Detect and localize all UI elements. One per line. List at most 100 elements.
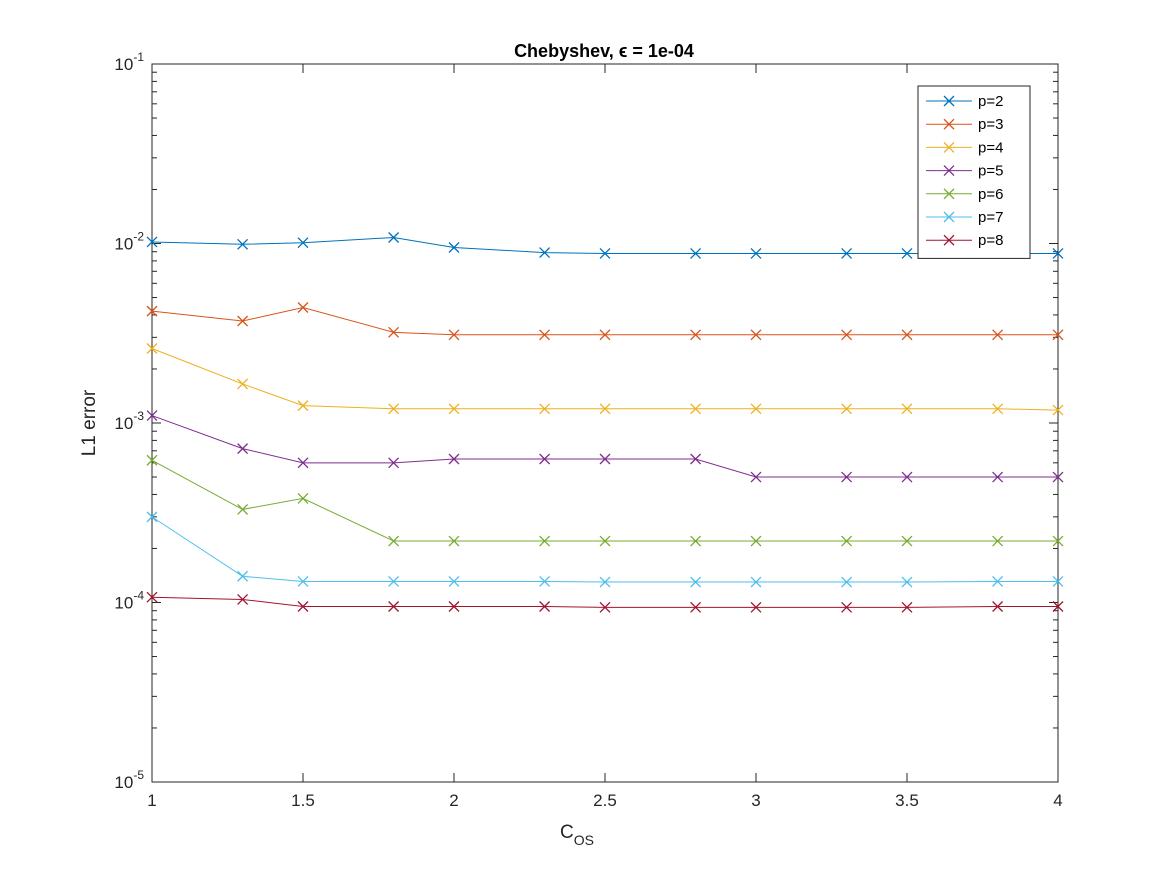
data-point: [237, 238, 249, 250]
legend-label: p=6: [978, 186, 1003, 203]
data-point: [690, 535, 702, 547]
legend-item: p=2: [926, 93, 1003, 110]
data-point: [237, 570, 249, 582]
y-axis-label: L1 error: [79, 389, 100, 456]
data-point: [146, 236, 158, 248]
data-point: [297, 457, 309, 469]
data-point: [841, 248, 853, 259]
legend-marker: [943, 165, 955, 177]
data-point: [992, 575, 1004, 587]
data-point: [1052, 471, 1064, 483]
data-point: [750, 403, 762, 415]
x-tick-label: 2.5: [593, 791, 617, 810]
data-point: [388, 601, 400, 612]
y-tick-label: 10-1: [114, 50, 144, 74]
x-tick-label: 2: [449, 791, 458, 810]
series-p-7: [146, 511, 1064, 588]
chart-title: Chebyshev, ϵ = 1e-04: [514, 41, 694, 61]
data-point: [448, 535, 460, 547]
series-p-4: [146, 343, 1064, 416]
data-point: [992, 471, 1004, 483]
data-point: [297, 601, 309, 612]
data-point: [1052, 535, 1064, 547]
data-point: [1052, 329, 1064, 341]
data-point: [1052, 248, 1064, 259]
data-point: [448, 453, 460, 465]
data-point: [388, 326, 400, 338]
data-point: [146, 410, 158, 422]
data-point: [690, 576, 702, 588]
legend-label: p=5: [978, 163, 1003, 180]
data-point: [841, 601, 853, 613]
data-point: [297, 400, 309, 412]
plot-area: [151, 63, 1059, 783]
data-point: [1052, 601, 1064, 612]
legend-label: p=8: [978, 232, 1003, 249]
data-point: [448, 601, 460, 612]
data-point: [992, 535, 1004, 547]
data-point: [992, 601, 1004, 612]
legend-marker: [943, 234, 955, 246]
legend-marker: [943, 95, 955, 107]
data-point: [539, 247, 551, 259]
y-tick-label: 10-4: [114, 589, 144, 613]
data-point: [690, 403, 702, 415]
data-point: [901, 576, 913, 588]
data-point: [1052, 404, 1064, 416]
data-point: [750, 248, 762, 259]
data-point: [388, 403, 400, 415]
data-point: [992, 403, 1004, 415]
data-point: [841, 329, 853, 341]
x-tick-label: 3.5: [895, 791, 919, 810]
data-point: [237, 315, 249, 327]
series-p-8: [146, 591, 1064, 613]
data-point: [1052, 575, 1064, 587]
data-point: [146, 591, 158, 603]
data-point: [750, 471, 762, 483]
plot-box: [151, 63, 1059, 783]
data-point: [539, 601, 551, 612]
data-point: [901, 248, 913, 259]
data-point: [448, 575, 460, 587]
data-point: [388, 232, 400, 243]
data-point: [599, 403, 611, 415]
data-point: [750, 329, 762, 341]
x-tick-label: 1: [147, 791, 156, 810]
legend-label: p=4: [978, 139, 1003, 156]
data-point: [539, 575, 551, 587]
data-point: [297, 302, 309, 313]
data-point: [237, 443, 249, 455]
data-point: [599, 576, 611, 588]
legend-marker: [943, 118, 955, 130]
data-point: [901, 535, 913, 547]
data-point: [599, 535, 611, 547]
data-point: [146, 343, 158, 354]
data-point: [599, 329, 611, 341]
legend-label: p=3: [978, 116, 1003, 133]
series-group: [146, 232, 1064, 613]
legend: p=2 p=3 p=4 p=5 p=6 p=7 p=8: [917, 85, 1031, 259]
data-point: [599, 453, 611, 465]
data-point: [539, 329, 551, 341]
data-point: [388, 535, 400, 547]
y-tick-label: 10-5: [114, 768, 144, 792]
data-point: [297, 575, 309, 587]
data-point: [750, 601, 762, 613]
data-point: [690, 329, 702, 341]
data-point: [388, 575, 400, 587]
x-tick-label: 4: [1053, 791, 1062, 810]
data-point: [297, 237, 309, 249]
data-point: [901, 329, 913, 341]
y-tick-label: 10-3: [114, 409, 144, 433]
data-point: [599, 248, 611, 259]
data-point: [448, 329, 460, 341]
legend-item: p=5: [926, 163, 1003, 180]
data-point: [841, 471, 853, 483]
series-p-5: [146, 410, 1064, 483]
legend-box: [917, 85, 1031, 259]
data-point: [448, 403, 460, 415]
legend-item: p=7: [926, 209, 1003, 226]
legend-marker: [943, 188, 955, 200]
data-point: [388, 457, 400, 469]
